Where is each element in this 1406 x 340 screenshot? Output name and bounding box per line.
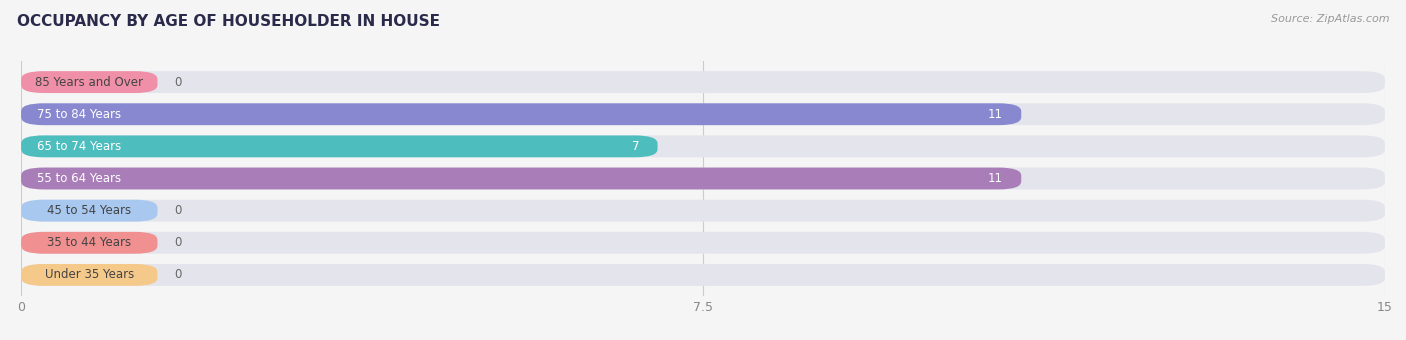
Text: OCCUPANCY BY AGE OF HOUSEHOLDER IN HOUSE: OCCUPANCY BY AGE OF HOUSEHOLDER IN HOUSE (17, 14, 440, 29)
FancyBboxPatch shape (21, 264, 157, 286)
Text: 35 to 44 Years: 35 to 44 Years (48, 236, 131, 249)
FancyBboxPatch shape (21, 168, 1385, 189)
FancyBboxPatch shape (21, 135, 1385, 157)
FancyBboxPatch shape (21, 135, 658, 157)
Text: 65 to 74 Years: 65 to 74 Years (38, 140, 122, 153)
FancyBboxPatch shape (21, 232, 1385, 254)
Text: 75 to 84 Years: 75 to 84 Years (38, 108, 121, 121)
Text: 55 to 64 Years: 55 to 64 Years (38, 172, 121, 185)
FancyBboxPatch shape (21, 200, 157, 222)
Text: 11: 11 (988, 172, 1002, 185)
FancyBboxPatch shape (21, 168, 1021, 189)
Text: 0: 0 (174, 204, 181, 217)
FancyBboxPatch shape (21, 71, 157, 93)
Text: Under 35 Years: Under 35 Years (45, 268, 134, 282)
FancyBboxPatch shape (21, 71, 1385, 93)
FancyBboxPatch shape (21, 200, 1385, 222)
Text: 0: 0 (174, 236, 181, 249)
Text: 7: 7 (631, 140, 640, 153)
Text: 0: 0 (174, 75, 181, 89)
FancyBboxPatch shape (21, 264, 1385, 286)
Text: 0: 0 (174, 268, 181, 282)
Text: 85 Years and Over: 85 Years and Over (35, 75, 143, 89)
FancyBboxPatch shape (21, 103, 1021, 125)
Text: 45 to 54 Years: 45 to 54 Years (48, 204, 131, 217)
FancyBboxPatch shape (21, 232, 157, 254)
Text: 11: 11 (988, 108, 1002, 121)
FancyBboxPatch shape (21, 103, 1385, 125)
Text: Source: ZipAtlas.com: Source: ZipAtlas.com (1271, 14, 1389, 23)
